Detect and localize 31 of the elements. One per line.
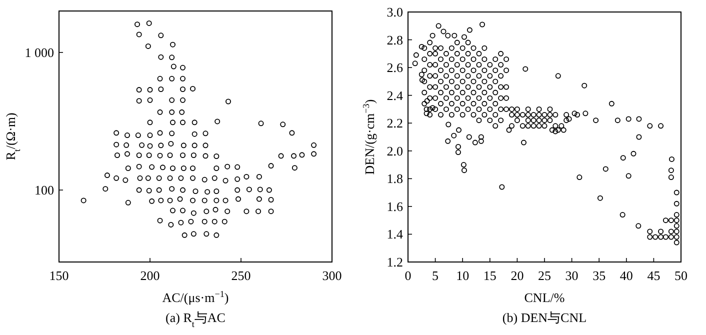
x-tick-label: 20: [510, 268, 524, 283]
y-tick-label: 2.0: [386, 143, 403, 158]
text: (b) DEN与CNL: [502, 310, 587, 325]
x-tick-label: 40: [620, 268, 633, 283]
y-tick-label: 1.2: [386, 254, 403, 270]
y-tick-label: 2.8: [386, 32, 403, 48]
y-tick-label: 2.4: [386, 88, 404, 103]
x-tick-label: 35: [592, 268, 606, 283]
y-tick-label: 1.6: [386, 198, 404, 214]
x-tick-label: 0: [404, 268, 412, 283]
x-axis-title: AC/(μs·m$^{−1}$): [162, 289, 229, 305]
x-tick-label: 45: [647, 268, 660, 283]
x-tick-label: 5: [432, 268, 439, 283]
x-tick-label: 150: [49, 268, 69, 283]
y-tick-label: 1.4: [386, 226, 404, 242]
x-tick-label: 50: [674, 268, 688, 283]
x-tick-label: 10: [456, 268, 470, 283]
y-tick-label: 2.2: [386, 116, 403, 131]
y-tick-label: 100: [34, 182, 54, 198]
y-tick-label: 1.8: [386, 171, 403, 186]
x-tick-label: 250: [231, 268, 251, 283]
x-axis-title: CNL/%: [524, 290, 565, 305]
x-tick-label: 200: [140, 268, 160, 283]
x-tick-label: 15: [483, 268, 496, 283]
y-tick-label: 2.6: [386, 60, 404, 76]
y-tick-label: 1 000: [24, 44, 54, 60]
text: (a) R$_{t}$与AC: [166, 310, 226, 329]
x-tick-label: 25: [538, 268, 551, 283]
x-tick-label: 30: [565, 268, 578, 283]
x-tick-label: 300: [322, 268, 342, 283]
y-tick-label: 3.0: [386, 4, 403, 20]
